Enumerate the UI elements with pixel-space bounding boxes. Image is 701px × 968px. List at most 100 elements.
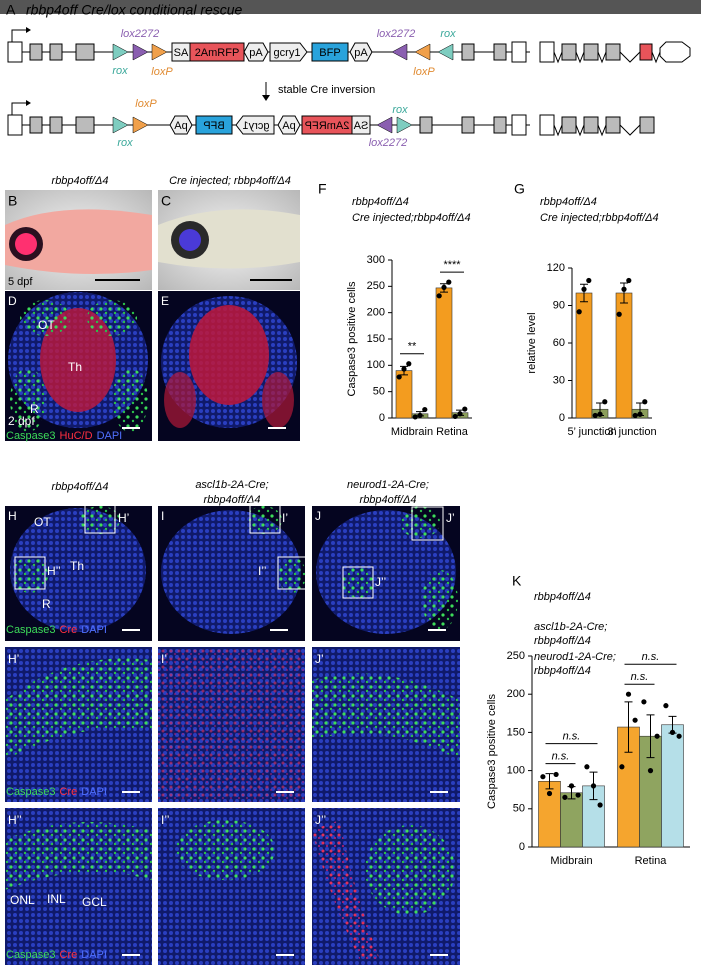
stain: Cre [60,949,78,961]
legend-label: Cre injected;rbbp4off/Δ4 [540,212,659,224]
rox-site [112,116,129,134]
y-tick-label: 150 [367,333,385,345]
arrowhead [262,95,270,101]
element-label: SA [353,120,368,132]
region-label: R [30,402,39,416]
stage-label: 5 dpf [8,276,33,288]
panel-label: I’ [161,652,167,666]
data-point [584,764,590,770]
y-tick-label: 0 [559,412,565,424]
stain: DAPI [97,430,123,442]
panel-label: H’ [8,652,19,666]
data-point [647,768,654,774]
data-point [540,774,546,780]
y-tick-label: 50 [513,803,525,815]
data-point [641,699,647,705]
site-label: loxP [413,66,435,78]
y-axis-label: relative level [526,312,538,373]
error-bar [620,282,628,304]
data-point [597,411,603,417]
image-c: C [158,190,300,290]
rox-site [437,43,454,61]
column-header: ascl1b-2A-Cre; [195,479,268,491]
promoter-arrow [11,29,26,42]
site-label: lox2272 [377,28,416,40]
panel-label: E [161,294,169,308]
error-bar [624,701,633,753]
column-header: Cre injected; rbbp4off/Δ4 [169,175,291,187]
legend-label: Cre injected;rbbp4off/Δ4 [352,212,471,224]
utr-box [7,41,23,63]
layer-label: ONL [10,893,35,907]
image-e: E [158,291,300,441]
panel-title: rbbp4off Cre/lox conditional rescue [26,2,243,18]
image-b: B 5 dpf [5,190,152,290]
site-label: rox [112,65,128,77]
stain: Caspase3 [6,786,56,798]
stain: DAPI [81,949,107,961]
element-label: pA [249,47,263,59]
data-point [621,286,627,292]
arrowhead [26,27,31,33]
data-point [597,802,603,808]
site-label: rox [440,28,456,40]
element-label: pA [282,120,296,132]
stain: Caspase3 [6,624,56,636]
loxp-site [151,43,168,61]
x-tick-label: Midbrain [550,855,592,867]
data-point [632,412,638,419]
y-tick-label: 50 [373,386,385,398]
y-tick-label: 60 [553,337,565,349]
significance-label: **** [443,259,461,271]
rox-site [396,116,413,134]
exon [75,116,95,134]
y-tick-label: 0 [379,412,385,424]
data-point [663,703,669,709]
rox-site [112,43,129,61]
data-point [441,284,447,290]
y-tick-label: 100 [507,765,525,777]
stage-label: 2 dpf [8,414,35,428]
lox2272-site [391,43,408,61]
x-tick-label: 3’ junction [607,426,656,438]
column-header: neurod1-2A-Cre; [347,479,429,491]
inset-label: J’ [446,511,455,525]
bar [435,287,453,419]
bar [661,724,684,848]
y-tick-label: 200 [507,688,525,700]
element-label: pA [174,120,188,132]
data-point [462,406,468,412]
utr-box [7,114,23,136]
data-point [575,792,581,798]
stain: DAPI [81,624,107,636]
data-point [452,413,458,420]
pa-box [349,42,373,62]
panel-label: F [318,181,327,197]
sa-box [351,115,371,135]
lox2272-site [376,116,393,134]
inset-label: I’ [282,511,288,525]
bfp-box [311,42,349,62]
data-point [401,366,407,372]
stain: Caspase3 [6,949,56,961]
gcry1-box [269,42,308,62]
panel-label: H [8,509,17,523]
layer-label: INL [47,892,66,906]
legend-label: rbbp4off/Δ4 [534,591,591,603]
data-point [406,361,412,367]
data-point [553,771,559,778]
gene-model [539,41,691,64]
significance-label: n.s. [563,731,581,743]
region-label: R [42,597,51,611]
pa-box [243,42,269,62]
site-label: lox2272 [121,28,160,40]
element-label: BFP [319,47,340,59]
y-tick-label: 120 [547,262,565,274]
column-header: rbbp4off/Δ4 [204,494,261,506]
data-point [581,286,587,292]
zoom-row-2: H’’ I’’ J’’ ONL INL GCL Caspase3 Cre DAPI [5,808,460,965]
x-tick-label: 5’ junction [567,426,616,438]
column-header: rbbp4off/Δ4 [52,481,109,493]
panel-a: A rbbp4off Cre/lox conditional rescue lo… [6,2,691,149]
